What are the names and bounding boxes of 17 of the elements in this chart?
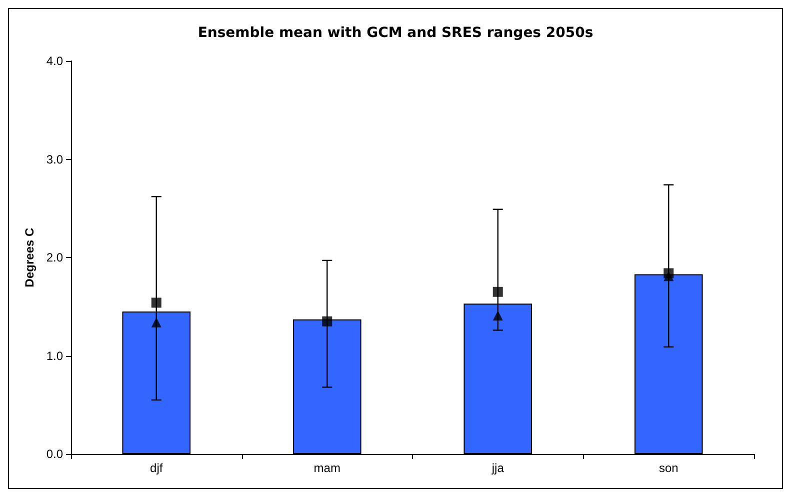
y-tick-label: 0.0 — [46, 447, 64, 461]
y-tick-label: 1.0 — [46, 348, 64, 363]
point — [151, 298, 162, 308]
y-tick-label: 2.0 — [46, 250, 64, 264]
x-tick-label: son — [658, 461, 678, 475]
point — [151, 317, 162, 328]
x-tick-label: djf — [150, 461, 164, 475]
point — [322, 316, 332, 326]
chart-title: Ensemble mean with GCM and SRES ranges 2050s — [198, 25, 594, 41]
x-tick-label: mam — [314, 461, 340, 475]
y-tick-label: 3.0 — [46, 152, 64, 166]
y-axis-title: Degrees C — [22, 227, 36, 288]
y-tick-label: 4.0 — [46, 54, 64, 68]
point — [664, 271, 674, 282]
point — [492, 310, 503, 320]
point — [492, 286, 503, 297]
x-tick-label: jja — [490, 461, 504, 475]
